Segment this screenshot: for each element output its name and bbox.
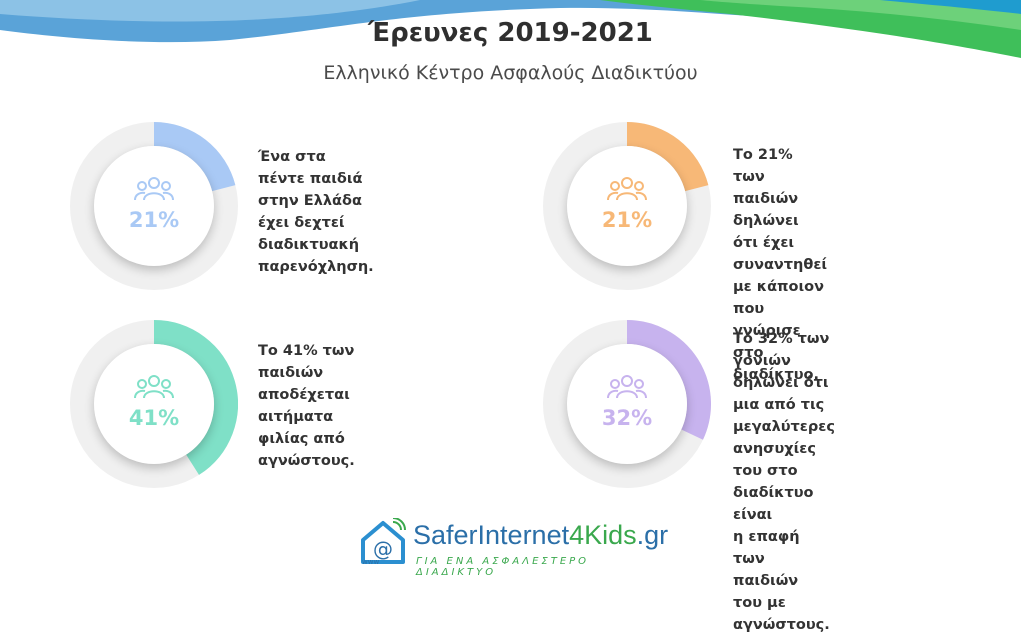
brand-name: SaferInternet4Kids.gr <box>413 520 669 550</box>
donut-ring <box>70 320 238 488</box>
stat-description: Το 41% των παιδιών αποδέχεται αιτήματα φ… <box>258 343 355 469</box>
donut-arc <box>626 122 709 192</box>
svg-text:@: @ <box>373 537 393 561</box>
page-subtitle: Ελληνικό Κέντρο Ασφαλούς Διαδικτύου <box>323 62 698 84</box>
saferinternet4kids-logo: @ www SaferInternet4Kids.gr ΓΙΑ ΕΝΑ ΑΣΦΑ… <box>358 516 669 578</box>
stat-description: Το 32% των γονιών δηλώνει ότι μια από τι… <box>733 331 835 633</box>
brand-tagline: ΓΙΑ ΕΝΑ ΑΣΦΑΛΕΣΤΕΡΟ ΔΙΑΔΙΚΤΥΟ <box>416 556 590 578</box>
donut-center: 21% <box>94 146 214 266</box>
donut-ring <box>543 122 711 290</box>
page-title: Έρευνες 2019-2021 <box>368 18 653 48</box>
donut-arc <box>626 320 711 440</box>
stat-percent: 32% <box>601 406 653 430</box>
donut-ring <box>70 122 238 290</box>
donut-arc <box>153 122 236 192</box>
people-group-icon <box>607 375 647 399</box>
people-group-icon <box>134 375 174 399</box>
donut-center: 41% <box>94 344 214 464</box>
header-wave-decoration <box>0 0 1021 58</box>
stat-percent: 21% <box>128 208 180 232</box>
donut-center: 32% <box>567 344 687 464</box>
stat-percent: 41% <box>128 406 180 430</box>
house-at-icon: @ <box>361 518 406 564</box>
people-group-icon <box>134 177 174 201</box>
donut-arc <box>153 320 238 475</box>
www-label: www <box>362 558 380 566</box>
stat-description: Το 21% των παιδιών δηλώνει ότι έχει συνα… <box>733 147 828 383</box>
donut-center: 21% <box>567 146 687 266</box>
donut-ring <box>543 320 711 488</box>
people-group-icon <box>607 177 647 201</box>
stat-percent: 21% <box>601 208 653 232</box>
stat-description: Ένα στα πέντε παιδιά στην Ελλάδα έχει δε… <box>258 149 374 275</box>
